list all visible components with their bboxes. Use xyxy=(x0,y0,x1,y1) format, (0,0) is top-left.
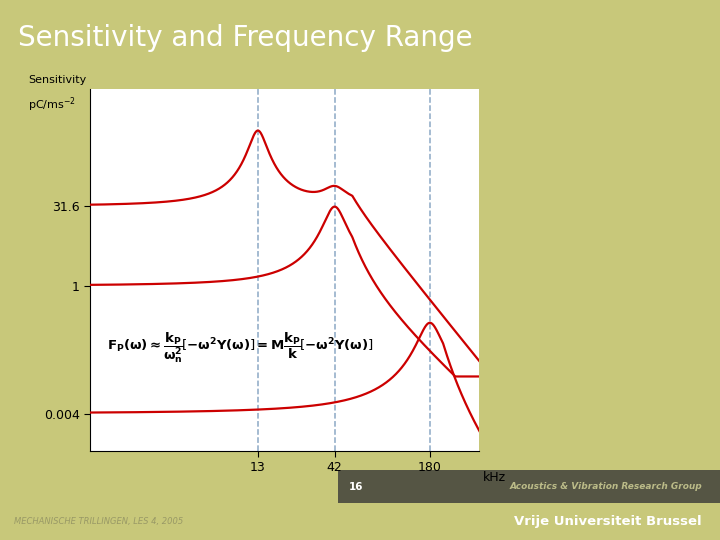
Text: Sensitivity: Sensitivity xyxy=(28,76,86,85)
Text: pC/ms$^{-2}$: pC/ms$^{-2}$ xyxy=(28,96,76,114)
Text: Acoustics & Vibration Research Group: Acoustics & Vibration Research Group xyxy=(509,482,702,491)
Text: 16: 16 xyxy=(349,482,364,491)
Text: kHz: kHz xyxy=(482,471,506,484)
Text: $\mathbf{F_P(\omega) \approx \dfrac{k_P}{\omega_n^2}\!\left[-\omega^2 Y(\omega)\: $\mathbf{F_P(\omega) \approx \dfrac{k_P}… xyxy=(107,330,373,366)
Text: MECHANISCHE TRILLINGEN, LES 4, 2005: MECHANISCHE TRILLINGEN, LES 4, 2005 xyxy=(14,517,184,525)
Bar xyxy=(338,470,720,503)
Text: Sensitivity and Frequency Range: Sensitivity and Frequency Range xyxy=(18,24,472,52)
Text: Vrije Universiteit Brussel: Vrije Universiteit Brussel xyxy=(514,515,702,528)
